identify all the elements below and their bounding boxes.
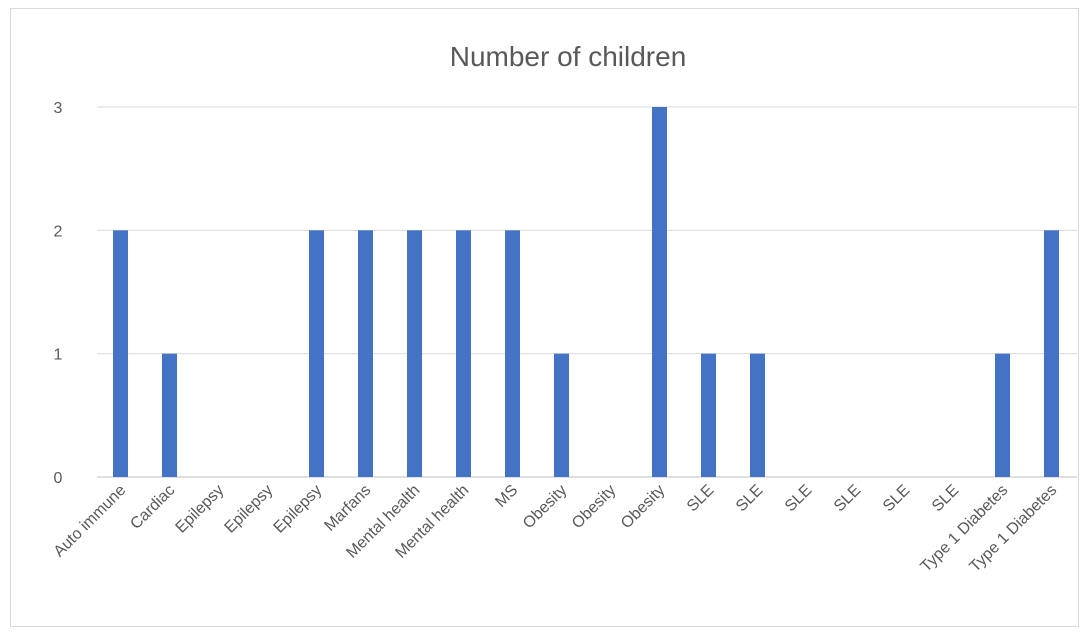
bar <box>162 353 177 477</box>
bar <box>995 353 1010 477</box>
x-axis-ticks: Auto immuneCardiacEpilepsyEpilepsyEpilep… <box>51 482 1061 576</box>
x-tick-label: Type 1 Diabetes <box>918 482 1012 576</box>
x-tick-label: Obesity <box>569 482 619 532</box>
y-axis-ticks: 0 1 2 3 <box>54 100 63 487</box>
x-tick-label: Cardiac <box>127 482 178 533</box>
bar <box>1044 230 1059 477</box>
bars <box>113 107 1059 477</box>
x-tick-label: SLE <box>782 482 815 515</box>
x-tick-label: SLE <box>880 482 913 515</box>
bar <box>701 353 716 477</box>
y-tick-label: 3 <box>54 100 63 117</box>
y-tick-label: 1 <box>54 347 63 364</box>
bar <box>358 230 373 477</box>
bar <box>309 230 324 477</box>
x-tick-label: Auto immune <box>51 482 130 561</box>
bar <box>505 230 520 477</box>
x-tick-label: Epilepsy <box>271 482 326 537</box>
x-tick-label: SLE <box>831 482 864 515</box>
x-tick-label: SLE <box>684 482 717 515</box>
x-tick-label: SLE <box>929 482 962 515</box>
x-tick-label: Obesity <box>618 482 668 532</box>
x-tick-label: Epilepsy <box>173 482 228 537</box>
x-tick-label: MS <box>492 482 521 511</box>
bar <box>652 107 667 477</box>
chart-title: Number of children <box>450 41 687 72</box>
x-tick-label: SLE <box>733 482 766 515</box>
bar <box>407 230 422 477</box>
x-tick-label: Epilepsy <box>222 482 277 537</box>
y-tick-label: 2 <box>54 223 63 240</box>
y-tick-label: 0 <box>54 470 63 487</box>
bar <box>750 353 765 477</box>
bar <box>113 230 128 477</box>
x-tick-label: Obesity <box>520 482 570 532</box>
chart-area: Number of children 0 1 2 3 Auto immune Cardi… <box>10 8 1079 627</box>
bar <box>456 230 471 477</box>
x-tick-label: Type 1 Diabetes <box>967 482 1061 576</box>
gridlines <box>97 106 1077 478</box>
bar <box>554 353 569 477</box>
bar-chart: Number of children 0 1 2 3 Auto immuneCardi… <box>51 41 1077 576</box>
